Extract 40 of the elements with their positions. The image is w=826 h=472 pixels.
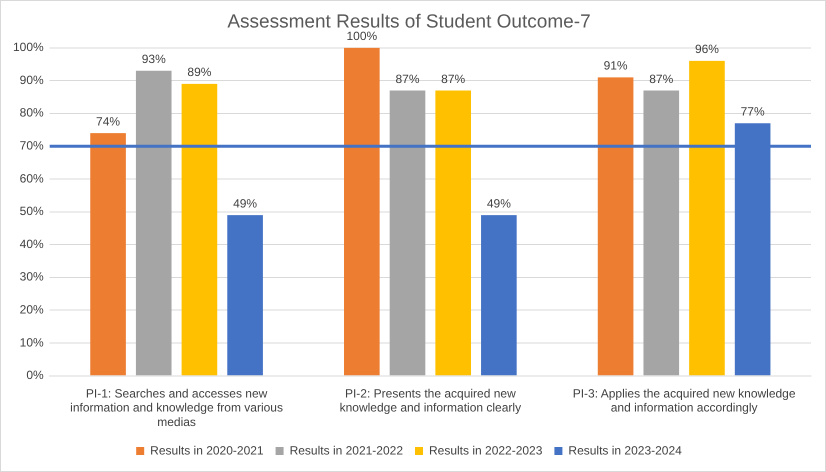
bar (643, 90, 680, 376)
bar (598, 77, 634, 376)
x-tick-label: PI-3: Applies the acquired new knowledge and information accordingly (572, 386, 796, 415)
data-label: 77% (740, 104, 765, 119)
y-tick-label: 10% (20, 335, 44, 350)
data-label: 74% (96, 114, 120, 128)
data-label: 87% (441, 72, 466, 86)
data-label: 96% (694, 42, 720, 56)
data-label: 93% (142, 52, 166, 66)
x-tick-label: PI-1: Searches and accesses new information and knowledge from various medias (70, 386, 283, 430)
data-label: 49% (233, 196, 258, 210)
bar (435, 90, 471, 376)
y-tick-label: 80% (20, 106, 44, 120)
legend-label: Results in 2022-2023 (429, 443, 543, 458)
bar (227, 215, 263, 376)
y-tick-label: 60% (20, 171, 44, 186)
data-label: 87% (649, 72, 674, 86)
y-tick-label: 0% (26, 368, 44, 382)
bar (90, 133, 126, 376)
bar (182, 84, 218, 376)
y-tick-label: 100% (12, 40, 44, 54)
y-tick-label: 20% (20, 302, 44, 317)
x-tick-label: PI-2: Presents the acquired new knowledge and information clearly (340, 386, 522, 415)
data-label: 87% (395, 72, 420, 86)
y-tick-label: 90% (20, 72, 44, 87)
data-label: 91% (604, 58, 628, 73)
bar (344, 48, 380, 376)
data-label: 89% (187, 65, 212, 80)
y-tick-label: 50% (20, 204, 44, 218)
legend-label: Results in 2023-2024 (568, 443, 682, 458)
data-label: 49% (486, 196, 512, 210)
bar (481, 215, 517, 376)
bar (136, 70, 172, 376)
y-tick-label: 70% (20, 138, 44, 153)
y-tick-label: 30% (20, 270, 44, 284)
bar (689, 60, 725, 376)
y-tick-label: 40% (20, 236, 44, 251)
bar (390, 90, 426, 376)
legend-label: Results in 2021-2022 (290, 443, 404, 458)
legend-label: Results in 2020-2021 (150, 443, 264, 458)
